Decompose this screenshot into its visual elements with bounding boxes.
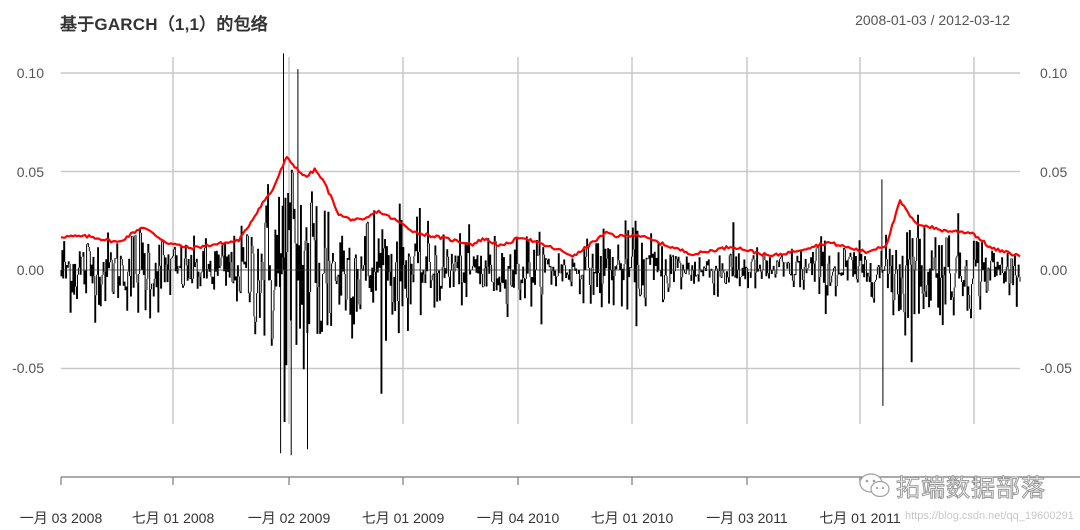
x-tick-label: 七月 01 2009 bbox=[361, 510, 445, 526]
y-tick-label-right: -0.05 bbox=[1040, 360, 1072, 376]
y-tick-label-right: 0.05 bbox=[1040, 164, 1068, 180]
wechat-icon bbox=[859, 472, 890, 497]
y-tick-label-left: 0.00 bbox=[16, 262, 44, 278]
x-tick-label: 七月 01 2011 bbox=[819, 510, 901, 526]
y-tick-label-right: 0.00 bbox=[1040, 262, 1068, 278]
x-tick-label: 七月 01 2010 bbox=[590, 510, 674, 526]
x-tick-label: 一月 03 2011 bbox=[706, 510, 788, 526]
x-tick-label: 一月 03 2008 bbox=[19, 510, 103, 526]
x-tick-label: 一月 04 2010 bbox=[476, 510, 560, 526]
date-range: 2008-01-03 / 2012-03-12 bbox=[855, 12, 1010, 28]
garch-envelope-line bbox=[60, 155, 1021, 258]
watermark: 拓端数据部落 bbox=[858, 468, 1046, 503]
watermark-url: https://blog.csdn.net/qq_19600291 bbox=[905, 510, 1074, 522]
x-tick-label: 七月 01 2008 bbox=[131, 510, 215, 526]
y-tick-label-left: 0.05 bbox=[16, 164, 44, 180]
chart-title: 基于GARCH（1,1）的包络 bbox=[60, 15, 268, 34]
y-tick-label-left: 0.10 bbox=[16, 65, 44, 81]
x-tick-label: 一月 02 2009 bbox=[247, 510, 331, 526]
watermark-text: 拓端数据部落 bbox=[896, 475, 1046, 503]
y-tick-label-left: -0.05 bbox=[12, 360, 44, 376]
y-tick-label-right: 0.10 bbox=[1040, 65, 1068, 81]
returns-series bbox=[60, 53, 1021, 456]
